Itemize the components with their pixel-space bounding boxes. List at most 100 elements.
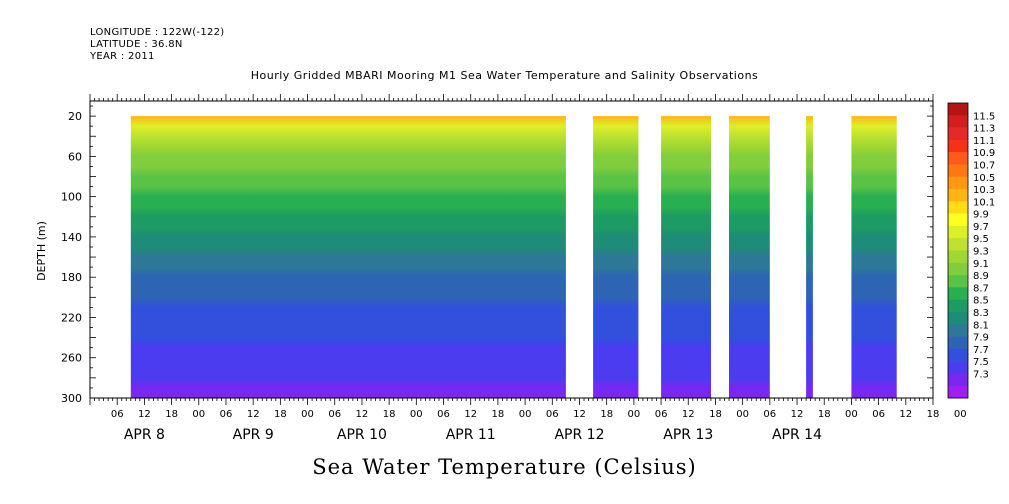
data-segment-6 bbox=[851, 116, 897, 398]
data-segment-3 bbox=[661, 116, 711, 398]
colorbar-swatch bbox=[948, 250, 968, 264]
x-tick-label: 06 bbox=[546, 409, 559, 420]
x-tick-label: 12 bbox=[356, 409, 369, 420]
colorbar-swatch bbox=[948, 176, 968, 190]
colorbar: 11.511.311.110.910.710.510.310.19.99.79.… bbox=[947, 102, 995, 399]
x-tick-label: 12 bbox=[899, 409, 912, 420]
colorbar-level-label: 7.9 bbox=[973, 333, 989, 344]
colorbar-swatch bbox=[948, 189, 968, 202]
x-axis-label: Sea Water Temperature (Celsius) bbox=[312, 455, 697, 479]
x-tick-label: 06 bbox=[220, 409, 233, 420]
y-tick-label: 260 bbox=[61, 352, 82, 365]
x-tick-label: 12 bbox=[791, 409, 804, 420]
y-tick-label: 180 bbox=[61, 271, 82, 284]
x-tick-label: 00 bbox=[954, 409, 967, 420]
colorbar-swatch bbox=[948, 152, 968, 165]
x-day-label: APR 13 bbox=[663, 427, 713, 443]
colorbar-frame bbox=[947, 102, 969, 399]
colorbar-swatch bbox=[948, 139, 968, 153]
colorbar-swatch bbox=[948, 127, 968, 141]
x-tick-label: 06 bbox=[763, 409, 776, 420]
x-day-label: APR 11 bbox=[446, 427, 496, 443]
x-day-label: APR 14 bbox=[772, 427, 822, 443]
x-tick-label: 06 bbox=[111, 409, 124, 420]
x-day-label: APR 8 bbox=[124, 427, 165, 443]
x-tick-label: 18 bbox=[709, 409, 722, 420]
y-axis-label: DEPTH (m) bbox=[35, 221, 48, 281]
colorbar-swatch bbox=[948, 115, 968, 128]
x-tick-label: 06 bbox=[872, 409, 885, 420]
colorbar-swatch bbox=[948, 348, 968, 362]
colorbar-swatch bbox=[948, 238, 968, 251]
x-tick-label: 12 bbox=[247, 409, 260, 420]
x-tick-label: 12 bbox=[573, 409, 586, 420]
y-tick-label: 100 bbox=[61, 191, 82, 204]
y-tick-label: 140 bbox=[61, 231, 82, 244]
colorbar-level-label: 7.5 bbox=[973, 357, 989, 368]
colorbar-swatch bbox=[948, 385, 968, 399]
y-tick-label: 60 bbox=[68, 150, 82, 163]
x-tick-label: 18 bbox=[927, 409, 940, 420]
longitude-text: LONGITUDE : 122W(-122) bbox=[90, 27, 225, 38]
x-tick-label: 12 bbox=[682, 409, 695, 420]
colorbar-level-label: 10.7 bbox=[973, 161, 995, 172]
colorbar-swatch bbox=[948, 336, 968, 350]
colorbar-level-label: 9.5 bbox=[973, 234, 989, 245]
x-tick-label: 12 bbox=[138, 409, 151, 420]
colorbar-swatch bbox=[948, 225, 968, 239]
x-tick-label: 06 bbox=[437, 409, 450, 420]
x-tick-label: 12 bbox=[464, 409, 477, 420]
x-tick-label: 00 bbox=[736, 409, 749, 420]
colorbar-swatch bbox=[948, 373, 968, 387]
colorbar-level-label: 7.7 bbox=[973, 345, 989, 356]
colorbar-level-label: 11.1 bbox=[973, 136, 995, 147]
x-tick-label: 00 bbox=[410, 409, 423, 420]
colorbar-level-label: 8.7 bbox=[973, 283, 989, 294]
data-segment-5 bbox=[806, 116, 813, 398]
data-segment-2 bbox=[593, 116, 639, 398]
x-tick-label: 00 bbox=[845, 409, 858, 420]
colorbar-swatch bbox=[948, 262, 968, 276]
x-tick-label: 18 bbox=[818, 409, 831, 420]
colorbar-level-label: 7.3 bbox=[973, 369, 989, 380]
colorbar-swatch bbox=[948, 213, 968, 227]
heatmap-area bbox=[130, 116, 897, 398]
x-tick-label: 18 bbox=[383, 409, 396, 420]
colorbar-swatch bbox=[948, 324, 968, 337]
y-tick-label: 220 bbox=[61, 312, 82, 325]
colorbar-level-label: 8.5 bbox=[973, 296, 989, 307]
colorbar-level-label: 8.1 bbox=[973, 320, 989, 331]
colorbar-level-label: 10.1 bbox=[973, 197, 995, 208]
x-tick-label: 00 bbox=[519, 409, 532, 420]
x-day-label: APR 9 bbox=[233, 427, 274, 443]
x-day-label: APR 10 bbox=[337, 427, 387, 443]
colorbar-level-label: 9.9 bbox=[973, 210, 989, 221]
x-tick-label: 18 bbox=[165, 409, 178, 420]
colorbar-level-label: 9.7 bbox=[973, 222, 989, 233]
colorbar-level-label: 10.9 bbox=[973, 148, 995, 159]
latitude-text: LATITUDE : 36.8N bbox=[90, 39, 183, 50]
axes: 06 12 18 00 06 12 18 00 06 12 18 00 06 12 18 00 06 12 18 00… bbox=[61, 94, 967, 443]
colorbar-swatch bbox=[948, 275, 968, 288]
data-segment-1 bbox=[130, 116, 566, 398]
colorbar-level-label: 10.5 bbox=[973, 173, 995, 184]
colorbar-swatch bbox=[948, 299, 968, 313]
year-text: YEAR : 2011 bbox=[90, 51, 155, 62]
colorbar-level-label: 9.3 bbox=[973, 247, 989, 258]
x-tick-label: 18 bbox=[274, 409, 287, 420]
colorbar-level-label: 10.3 bbox=[973, 185, 995, 196]
colorbar-swatch bbox=[948, 287, 968, 300]
colorbar-level-label: 8.9 bbox=[973, 271, 989, 282]
x-tick-label: 18 bbox=[492, 409, 505, 420]
colorbar-level-label: 8.3 bbox=[973, 308, 989, 319]
x-tick-label: 00 bbox=[301, 409, 314, 420]
colorbar-swatch bbox=[948, 164, 968, 178]
y-tick-label: 300 bbox=[61, 392, 82, 405]
colorbar-swatch bbox=[948, 311, 968, 325]
x-tick-label: 06 bbox=[328, 409, 341, 420]
x-tick-label: 06 bbox=[655, 409, 668, 420]
colorbar-swatch bbox=[948, 361, 968, 374]
colorbar-swatch bbox=[948, 103, 968, 116]
colorbar-level-label: 11.3 bbox=[973, 124, 995, 135]
